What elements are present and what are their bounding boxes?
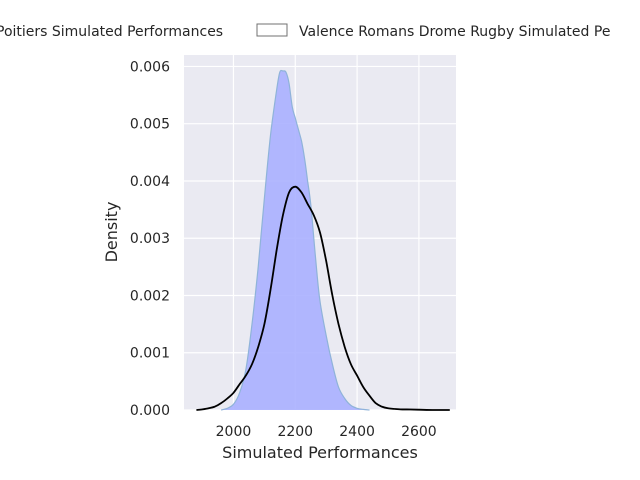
x-tick-label: 2400 xyxy=(339,424,375,440)
y-tick-label: 0.000 xyxy=(130,403,170,419)
series-area-0 xyxy=(221,70,370,410)
legend-swatch-valence xyxy=(256,23,288,37)
y-tick-label: 0.002 xyxy=(130,288,170,304)
x-tick-label: 2000 xyxy=(216,424,252,440)
legend-label-valence: Valence Romans Drome Rugby Simulated Pe xyxy=(299,24,610,40)
y-tick-label: 0.001 xyxy=(130,346,170,362)
x-tick-label: 2200 xyxy=(277,424,313,440)
y-axis-label: Density xyxy=(102,202,121,263)
x-axis-label: Simulated Performances xyxy=(222,443,418,462)
ticks-layer: 2000 2200 2400 2600 0.000 0.001 0.002 0.003 0.00… xyxy=(130,59,437,440)
x-tick-label: 2600 xyxy=(401,424,437,440)
y-tick-label: 0.004 xyxy=(130,174,170,190)
y-tick-label: 0.003 xyxy=(130,231,170,247)
series-layer xyxy=(196,69,450,411)
legend-label-poitiers: Poitiers Simulated Performances xyxy=(0,24,223,40)
series-line-1 xyxy=(196,185,450,411)
y-tick-label: 0.006 xyxy=(130,59,170,75)
series-line-0 xyxy=(220,69,370,411)
y-tick-label: 0.005 xyxy=(130,117,170,133)
legend: Poitiers Simulated Performances Valence … xyxy=(0,23,610,40)
